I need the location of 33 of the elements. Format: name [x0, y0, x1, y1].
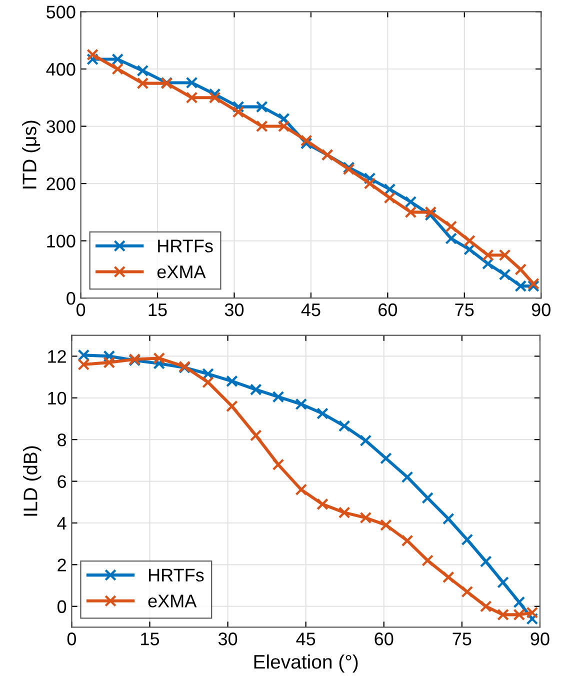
- y-tick-label: 8: [58, 434, 66, 446]
- y-tick-label: 4: [57, 517, 66, 530]
- x-tick-label: 15: [141, 632, 160, 646]
- y-tick-label: 6: [58, 475, 66, 488]
- y-tick-label: 12: [48, 350, 66, 363]
- y-axis-title: ITD (μs): [22, 120, 40, 188]
- x-tick-label: 0: [76, 303, 86, 316]
- x-tick-label: 90: [532, 303, 550, 316]
- legend-label: eXMA: [148, 594, 197, 608]
- legend-label: HRTFs: [149, 568, 204, 582]
- x-tick-label: 15: [148, 304, 167, 316]
- legend-label: HRTFs: [158, 240, 213, 252]
- y-tick-label: 200: [46, 177, 76, 190]
- legend-label: eXMA: [157, 266, 206, 278]
- y-axis-title: ILD (dB): [23, 446, 42, 516]
- y-tick-label: 0: [66, 292, 76, 305]
- y-tick-label: 0: [58, 600, 66, 614]
- y-tick-label: 300: [46, 120, 76, 133]
- x-tick-label: 60: [378, 303, 398, 316]
- x-tick-label: 30: [224, 303, 244, 316]
- x-tick-label: 75: [452, 632, 472, 646]
- x-tick-label: 30: [218, 632, 238, 646]
- x-tick-label: 60: [374, 632, 394, 646]
- x-tick-label: 45: [296, 632, 316, 646]
- y-tick-label: 400: [46, 62, 76, 76]
- x-tick-label: 90: [530, 632, 550, 646]
- y-tick-label: 2: [58, 558, 66, 572]
- y-tick-label: 10: [48, 392, 66, 405]
- x-tick-label: 75: [455, 304, 474, 316]
- y-tick-label: 100: [47, 234, 76, 248]
- y-tick-label: 500: [46, 6, 76, 18]
- x-tick-label: 45: [301, 304, 320, 316]
- x-axis-title: Elevation (°): [254, 654, 358, 673]
